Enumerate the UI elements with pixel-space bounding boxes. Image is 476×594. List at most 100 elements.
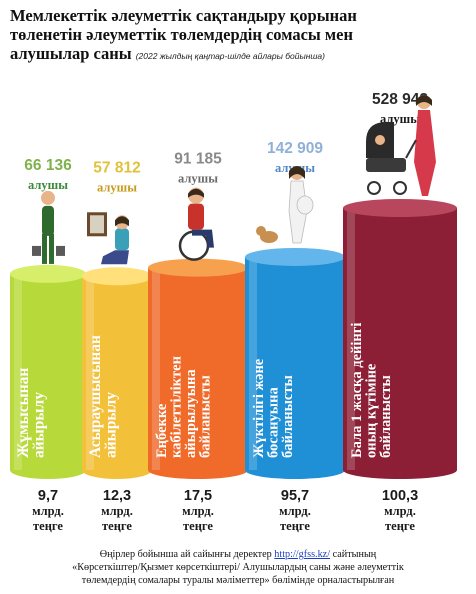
mother-hair (416, 95, 432, 106)
bar-top (10, 264, 86, 283)
amount-unit-5: млрд. (384, 504, 416, 518)
gfss-link[interactable]: http://gfss.kz/ (274, 549, 331, 560)
bucket (32, 245, 41, 256)
amount-value-5: 100,3 (382, 488, 418, 504)
chart-subtitle: (2022 жылдың қаңтар-шілде айлары бойынша… (135, 51, 325, 61)
title-line-3: алушылар саны (10, 44, 132, 63)
sitting-woman-photo-icon (87, 212, 129, 265)
bar-5 (343, 208, 457, 479)
woman-hair (289, 165, 305, 179)
man-legs (192, 229, 214, 248)
worker-leg (49, 233, 54, 264)
category-label-line: байланысты (378, 375, 394, 458)
amount-unit-3: млрд. (182, 504, 214, 518)
man-hair (188, 188, 204, 198)
man-body (188, 203, 204, 230)
worker-head (41, 190, 55, 205)
category-label-line: айырылуына (183, 369, 199, 458)
category-label-line: айырылу (31, 392, 48, 458)
category-label-line: Жұмысынан (15, 368, 32, 458)
chart-title: Мемлекеттік әлеуметтік сақтандыру қорына… (10, 6, 470, 66)
amount-currency-2: теңге (102, 519, 132, 533)
bar-1 (10, 273, 86, 479)
bar-top (343, 199, 457, 217)
dog-head (256, 225, 266, 236)
footer-line2: «Көрсеткіштер/Қызмет көрсеткіштері/ Алуш… (72, 562, 404, 573)
amount-unit-1: млрд. (32, 504, 64, 518)
amount-value-4: 95,7 (281, 488, 309, 504)
bar-highlight (249, 256, 257, 470)
bar-highlight (86, 276, 94, 470)
baby-head (375, 135, 385, 145)
bar-top (82, 267, 152, 286)
title-line-2: төленетін әлеуметтік төлемдердің сомасы … (10, 25, 354, 44)
mother-dress (414, 110, 436, 196)
amount-value-2: 12,3 (103, 488, 131, 504)
amount-currency-1: теңге (33, 519, 63, 533)
category-label-3: Еңбеккекабілеттіліктенайырылуынабайланыс… (154, 356, 214, 458)
footer-line1-post: сайтының (330, 549, 377, 560)
amount-unit-4: млрд. (279, 504, 311, 518)
photo-inner (90, 215, 104, 234)
category-label-line: Жүктілігі және (251, 358, 267, 458)
recipients-value-3: 91 185 (174, 151, 222, 168)
recipients-value-2: 57 812 (93, 159, 140, 176)
category-label-line: Еңбекке (154, 403, 170, 458)
recipients-unit-3: алушы (178, 172, 218, 186)
amount-unit-2: млрд. (101, 504, 133, 518)
stroller-wheel (367, 181, 381, 195)
mother-stroller-icon (366, 95, 436, 196)
amount-currency-3: теңге (183, 519, 213, 533)
footer-line1-pre: Өңірлер бойынша ай сайынғы деректер (99, 549, 275, 560)
footer-note: Өңірлер бойынша ай сайынғы деректер http… (8, 548, 468, 587)
category-label-line: Бала 1 жасқа дейінгі (349, 323, 365, 458)
recipients-unit-1: алушы (28, 178, 68, 192)
wheelchair-man-icon (178, 187, 214, 261)
category-label-line: Асыраушысынан (87, 335, 104, 458)
woman-body (115, 228, 129, 251)
woman-legs (101, 250, 129, 265)
recipients-value-5: 528 942 (372, 91, 428, 108)
bar-4 (245, 256, 345, 479)
category-label-line: кабілеттіліктен (169, 356, 185, 458)
bar-2 (82, 276, 152, 479)
woman-hair (115, 216, 129, 227)
worker-leg (42, 233, 47, 264)
bar-group-3: Еңбеккекабілеттіліктенайырылуынабайланыс… (148, 151, 248, 533)
footer-line3: төлемдердің сомалары туралы мәліметтер» … (81, 575, 395, 586)
worker-body (42, 205, 54, 236)
amount-currency-4: теңге (280, 519, 310, 533)
stroller-body (366, 158, 406, 172)
category-label-line: байланысты (198, 375, 214, 458)
bar-top (245, 247, 345, 266)
category-label-line: босануына (266, 387, 282, 458)
category-label-line: оның күтіміне (364, 363, 380, 458)
bar-highlight (347, 208, 355, 470)
stroller-wheel (393, 181, 407, 195)
recipients-value-4: 142 909 (267, 140, 323, 157)
wheel (178, 230, 210, 261)
pregnant-woman-dog-icon (256, 165, 314, 244)
bar-highlight (14, 273, 22, 470)
belly (296, 195, 314, 215)
bar-highlight (152, 267, 160, 470)
stroller-handle (405, 139, 417, 159)
recipients-value-1: 66 136 (24, 157, 72, 174)
worker-figure-icon (32, 190, 65, 264)
category-label-line: айырылу (103, 392, 120, 458)
amount-value-3: 17,5 (184, 488, 212, 504)
bar-3 (148, 267, 248, 479)
recipients-unit-2: алушы (97, 180, 137, 194)
amount-currency-5: теңге (385, 519, 415, 533)
amount-value-1: 9,7 (38, 488, 58, 504)
bar-top (148, 258, 248, 277)
